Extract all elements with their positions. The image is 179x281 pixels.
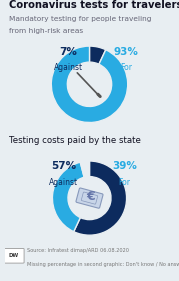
- Text: 39%: 39%: [112, 161, 137, 171]
- Text: 57%: 57%: [51, 161, 76, 171]
- Text: from high-risk areas: from high-risk areas: [9, 28, 83, 34]
- Wedge shape: [52, 162, 84, 232]
- Text: Against: Against: [49, 178, 78, 187]
- Wedge shape: [74, 161, 127, 235]
- FancyBboxPatch shape: [76, 188, 103, 208]
- Wedge shape: [51, 46, 128, 123]
- Text: Source: Infratest dimap/ARD 06.08.2020: Source: Infratest dimap/ARD 06.08.2020: [28, 248, 129, 253]
- Text: For: For: [120, 63, 132, 72]
- Text: Coronavirus tests for travelers: Coronavirus tests for travelers: [9, 0, 179, 10]
- Text: Missing percentage in second graphic: Don't know / No answer: Missing percentage in second graphic: Do…: [28, 262, 179, 267]
- Text: 93%: 93%: [113, 47, 138, 57]
- Text: Testing costs paid by the state: Testing costs paid by the state: [9, 136, 141, 145]
- Text: For: For: [119, 178, 131, 187]
- Text: Against: Against: [54, 63, 83, 72]
- Text: €: €: [86, 190, 95, 203]
- FancyBboxPatch shape: [4, 248, 24, 263]
- Text: Mandatory testing for people traveling: Mandatory testing for people traveling: [9, 16, 151, 22]
- FancyBboxPatch shape: [81, 192, 98, 204]
- Wedge shape: [90, 46, 106, 64]
- Text: DW: DW: [9, 253, 19, 258]
- Text: 7%: 7%: [60, 47, 78, 57]
- Wedge shape: [80, 161, 90, 177]
